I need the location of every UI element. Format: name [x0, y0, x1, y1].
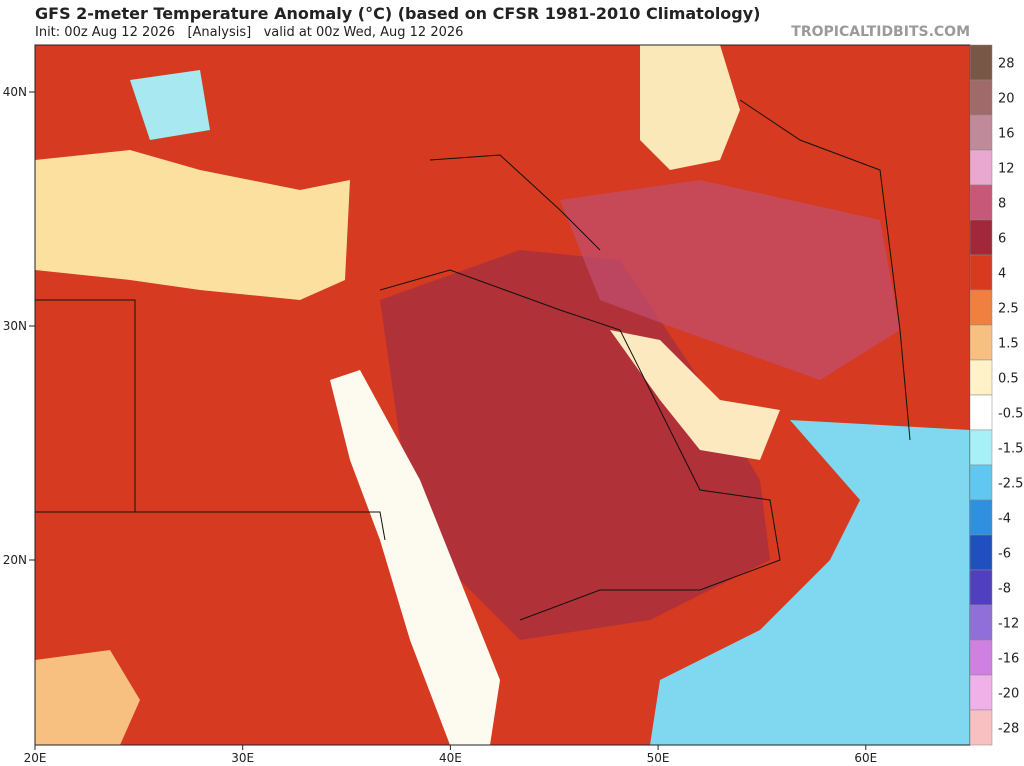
border [429, 154, 601, 251]
red-sea [330, 370, 500, 745]
mediterranean [35, 150, 350, 300]
map-field [35, 45, 970, 745]
colorbar-swatch [969, 674, 993, 711]
colorbar-swatch [969, 569, 993, 606]
colorbar-label: -28 [998, 722, 1019, 737]
border [35, 511, 386, 541]
colorbar-swatch [969, 219, 993, 256]
colorbar-label: -12 [998, 617, 1019, 632]
colorbar-label: 2.5 [998, 302, 1019, 317]
sahel-mild [35, 650, 140, 745]
colorbar-label: -2.5 [998, 477, 1023, 492]
lon-label: 20E [24, 751, 47, 765]
colorbar-swatch [969, 709, 993, 746]
lon-label: 30E [231, 751, 254, 765]
colorbar-label: 6 [998, 232, 1006, 247]
colorbar-label: 0.5 [998, 372, 1019, 387]
colorbar-swatch [969, 639, 993, 676]
colorbar-label: 1.5 [998, 337, 1019, 352]
colorbar-label: 4 [998, 267, 1006, 282]
colorbar-label: 16 [998, 127, 1015, 142]
persian-gulf [610, 330, 780, 460]
aegean-cool [130, 70, 210, 140]
colorbar-swatch [969, 79, 993, 116]
colorbar-label: 8 [998, 197, 1006, 212]
title: GFS 2-meter Temperature Anomaly (°C) (ba… [35, 4, 761, 23]
border [35, 299, 136, 512]
colorbar-swatch [969, 359, 993, 396]
arabian-sea [650, 420, 970, 745]
colorbar-label: 28 [998, 57, 1015, 72]
warm-core [380, 250, 770, 640]
lon-label: 60E [854, 751, 877, 765]
colorbar-label: -4 [998, 512, 1011, 527]
colorbar-label: -8 [998, 582, 1011, 597]
colorbar-swatch [969, 149, 993, 186]
colorbar-swatch [969, 44, 993, 81]
caspian [640, 45, 740, 170]
colorbar-label: -1.5 [998, 442, 1023, 457]
colorbar-swatch [969, 394, 993, 431]
border [379, 269, 781, 621]
lat-label: 40N [3, 85, 27, 99]
colorbar-label: -16 [998, 652, 1019, 667]
colorbar-swatch [969, 604, 993, 641]
subtitle: Init: 00z Aug 12 2026 [Analysis] valid a… [35, 25, 464, 40]
colorbar-swatch [969, 289, 993, 326]
colorbar-label: 12 [998, 162, 1015, 177]
credit: TROPICALTIDBITS.COM [791, 24, 970, 40]
lat-label: 30N [3, 319, 27, 333]
colorbar-label: -0.5 [998, 407, 1023, 422]
colorbar-swatch [969, 534, 993, 571]
colorbar-label: 20 [998, 92, 1015, 107]
colorbar-swatch [969, 184, 993, 221]
colorbar-swatch [969, 114, 993, 151]
colorbar-label: -6 [998, 547, 1011, 562]
border [739, 99, 911, 441]
colorbar-swatch [969, 254, 993, 291]
lon-label: 40E [439, 751, 462, 765]
colorbar-label: -20 [998, 687, 1019, 702]
colorbar-swatch [969, 464, 993, 501]
lat-label: 20N [3, 553, 27, 567]
colorbar-swatch [969, 429, 993, 466]
colorbar-swatch [969, 499, 993, 536]
colorbar-swatch [969, 324, 993, 361]
iran-warm [560, 180, 900, 380]
lon-label: 50E [647, 751, 670, 765]
